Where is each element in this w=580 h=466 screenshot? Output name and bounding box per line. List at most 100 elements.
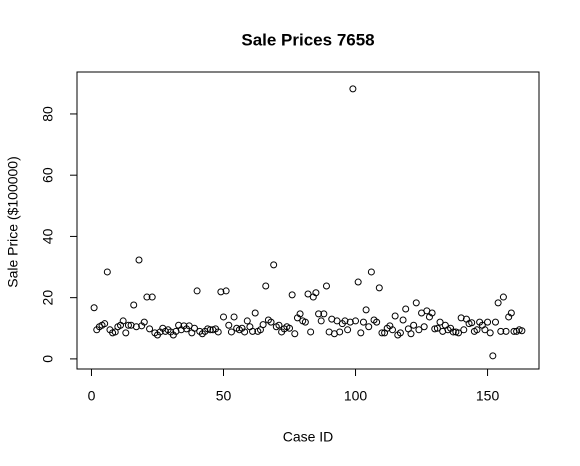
point xyxy=(359,318,367,326)
point xyxy=(428,309,436,317)
point xyxy=(357,329,365,337)
x-tick-label: 100 xyxy=(344,388,368,404)
point xyxy=(130,301,138,309)
point xyxy=(307,328,315,336)
x-axis-label: Case ID xyxy=(283,429,334,445)
point xyxy=(473,326,481,334)
chart-title: Sale Prices 7658 xyxy=(241,30,374,49)
point xyxy=(333,317,341,325)
point xyxy=(243,317,251,325)
point xyxy=(412,299,420,307)
point xyxy=(415,326,423,334)
point xyxy=(122,329,130,337)
point xyxy=(124,321,132,329)
point xyxy=(491,318,499,326)
x-tick-label: 150 xyxy=(476,388,500,404)
point xyxy=(143,293,151,301)
point xyxy=(402,305,410,313)
point xyxy=(135,256,143,264)
point xyxy=(484,318,492,326)
point xyxy=(270,261,278,269)
point xyxy=(497,327,505,335)
point xyxy=(336,328,344,336)
y-tick-label: 60 xyxy=(40,167,56,183)
point xyxy=(494,299,502,307)
y-tick-label: 0 xyxy=(40,355,56,363)
point xyxy=(388,326,396,334)
point xyxy=(259,321,267,329)
point xyxy=(436,318,444,326)
point xyxy=(312,289,320,297)
y-tick-label: 20 xyxy=(40,290,56,306)
y-axis-label: Sale Price ($100000) xyxy=(5,156,21,288)
point xyxy=(489,352,497,360)
point xyxy=(190,324,198,332)
point xyxy=(148,293,156,301)
point xyxy=(214,328,222,336)
point xyxy=(468,319,476,327)
point xyxy=(317,317,325,325)
point xyxy=(267,318,275,326)
point xyxy=(502,327,510,335)
point xyxy=(507,309,515,317)
point xyxy=(457,314,465,322)
point xyxy=(352,317,360,325)
point xyxy=(322,282,330,290)
point xyxy=(241,328,249,336)
point xyxy=(132,323,140,331)
point xyxy=(420,323,428,331)
point xyxy=(499,293,507,301)
point xyxy=(146,325,154,333)
point xyxy=(140,318,148,326)
point xyxy=(275,321,283,329)
point xyxy=(103,268,111,276)
x-tick-label: 0 xyxy=(88,388,96,404)
point xyxy=(481,326,489,334)
point xyxy=(486,329,494,337)
point xyxy=(433,324,441,332)
point xyxy=(251,309,259,317)
point xyxy=(301,318,309,326)
point xyxy=(101,320,109,328)
point xyxy=(320,310,328,318)
point xyxy=(249,327,257,335)
point xyxy=(222,287,230,295)
point xyxy=(225,321,233,329)
point xyxy=(396,329,404,337)
point xyxy=(346,318,354,326)
point xyxy=(460,326,468,334)
point xyxy=(315,310,323,318)
point xyxy=(455,329,463,337)
y-tick-label: 80 xyxy=(40,106,56,122)
point xyxy=(286,324,294,332)
point xyxy=(349,85,357,93)
point xyxy=(449,328,457,336)
point xyxy=(90,304,98,312)
point xyxy=(365,323,373,331)
point xyxy=(262,282,270,290)
point xyxy=(227,328,235,336)
point xyxy=(354,278,362,286)
point xyxy=(391,312,399,320)
point xyxy=(410,321,418,329)
point xyxy=(119,317,127,325)
point xyxy=(367,268,375,276)
point xyxy=(431,325,439,333)
point xyxy=(362,306,370,314)
point xyxy=(399,316,407,324)
point xyxy=(341,317,349,325)
point xyxy=(193,287,201,295)
y-tick-label: 40 xyxy=(40,228,56,244)
point xyxy=(288,291,296,299)
point xyxy=(378,329,386,337)
point xyxy=(375,284,383,292)
point xyxy=(220,313,228,321)
point xyxy=(206,326,214,334)
point xyxy=(518,327,526,335)
point xyxy=(304,290,312,298)
point xyxy=(296,310,304,318)
point xyxy=(344,326,352,334)
x-tick-label: 50 xyxy=(216,388,232,404)
point xyxy=(217,288,225,296)
